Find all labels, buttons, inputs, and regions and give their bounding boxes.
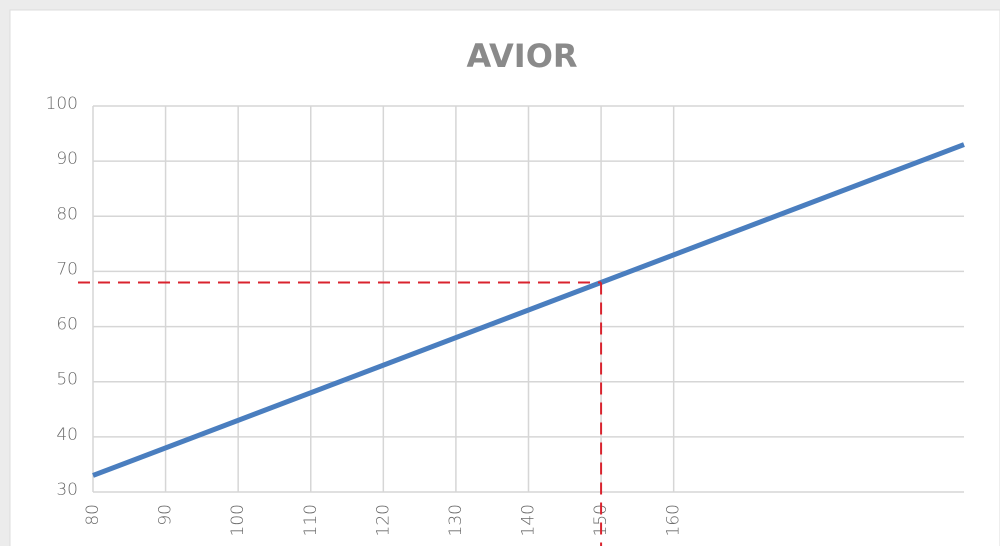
- x-tick-label: 80: [83, 504, 103, 526]
- chart-panel: [9, 9, 1000, 546]
- x-tick-label: 140: [519, 504, 539, 536]
- y-tick-label: 30: [56, 480, 78, 500]
- x-tick-label: 120: [373, 504, 393, 536]
- x-tick-label: 100: [228, 504, 248, 536]
- y-tick-label: 50: [56, 370, 78, 390]
- y-tick-label: 60: [56, 315, 78, 335]
- y-tick-label: 70: [56, 259, 78, 279]
- y-tick-label: 40: [56, 425, 78, 445]
- x-tick-label: 160: [664, 504, 684, 536]
- y-tick-label: 100: [46, 94, 78, 114]
- y-tick-label: 90: [56, 149, 78, 169]
- data-line: [92, 142, 965, 478]
- x-tick-label: 90: [156, 504, 176, 526]
- x-tick-label: 150: [591, 504, 611, 536]
- y-tick-label: 80: [56, 204, 78, 224]
- chart-title: AVIOR: [466, 37, 577, 75]
- x-tick-label: 130: [446, 504, 466, 536]
- x-tick-label: 110: [301, 504, 321, 536]
